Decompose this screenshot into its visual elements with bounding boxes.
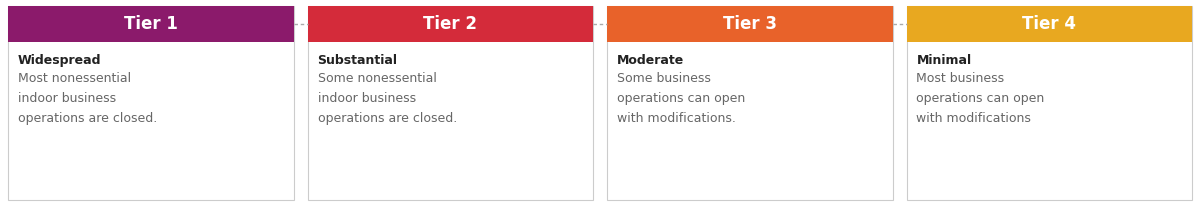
Text: Substantial: Substantial xyxy=(318,54,397,67)
Text: Minimal: Minimal xyxy=(917,54,972,67)
Text: Some business
operations can open
with modifications.: Some business operations can open with m… xyxy=(617,72,745,125)
FancyBboxPatch shape xyxy=(307,6,593,42)
FancyBboxPatch shape xyxy=(8,6,294,42)
Text: Tier 2: Tier 2 xyxy=(424,15,478,33)
Text: Tier 4: Tier 4 xyxy=(1022,15,1076,33)
FancyBboxPatch shape xyxy=(906,6,1192,200)
Text: Most business
operations can open
with modifications: Most business operations can open with m… xyxy=(917,72,1045,125)
Text: Moderate: Moderate xyxy=(617,54,684,67)
Text: Most nonessential
indoor business
operations are closed.: Most nonessential indoor business operat… xyxy=(18,72,157,125)
Text: Tier 3: Tier 3 xyxy=(722,15,776,33)
FancyBboxPatch shape xyxy=(307,6,593,200)
FancyBboxPatch shape xyxy=(906,6,1192,42)
FancyBboxPatch shape xyxy=(607,6,893,200)
Text: Some nonessential
indoor business
operations are closed.: Some nonessential indoor business operat… xyxy=(318,72,457,125)
FancyBboxPatch shape xyxy=(607,6,893,42)
Text: Tier 1: Tier 1 xyxy=(124,15,178,33)
Text: Widespread: Widespread xyxy=(18,54,102,67)
FancyBboxPatch shape xyxy=(8,6,294,200)
